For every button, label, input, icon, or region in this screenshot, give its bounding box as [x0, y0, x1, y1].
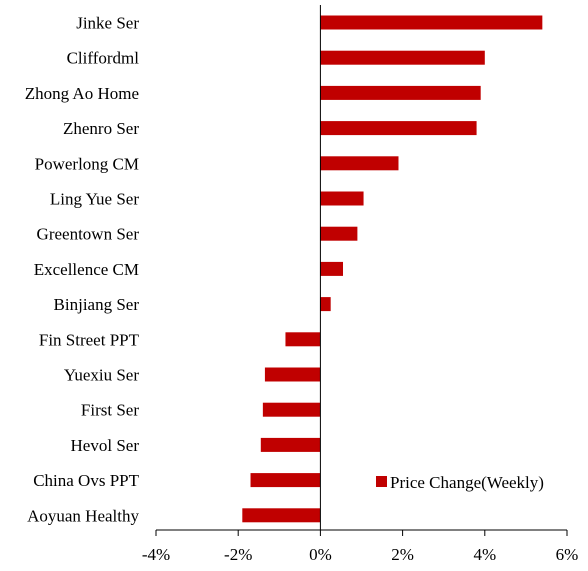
bar — [320, 15, 543, 30]
category-label: Zhenro Ser — [63, 119, 139, 138]
bar — [264, 367, 321, 382]
legend: Price Change(Weekly) — [376, 473, 544, 492]
category-label: China Ovs PPT — [33, 471, 139, 490]
bars-group — [242, 15, 543, 523]
bar — [320, 50, 485, 65]
category-label: Yuexiu Ser — [64, 366, 139, 385]
category-label: Jinke Ser — [76, 14, 139, 33]
bar — [320, 85, 481, 100]
bar — [320, 121, 477, 136]
category-label: Fin Street PPT — [39, 330, 140, 349]
bar — [320, 226, 358, 241]
x-tick-label: -2% — [224, 545, 252, 564]
category-label: Binjiang Ser — [54, 295, 140, 314]
category-label: Ling Yue Ser — [50, 190, 139, 209]
category-label: Cliffordml — [67, 49, 140, 68]
x-tick-labels: -4% -2% 0% 2% 4% 6% — [142, 545, 579, 564]
category-label: Excellence CM — [34, 260, 139, 279]
x-tick-label: -4% — [142, 545, 170, 564]
category-labels: Jinke Ser Cliffordml Zhong Ao Home Zhenro S… — [25, 14, 140, 526]
bar — [320, 297, 331, 312]
bar — [320, 156, 399, 171]
legend-swatch — [376, 476, 387, 487]
category-label: Greentown Ser — [37, 225, 140, 244]
legend-label: Price Change(Weekly) — [390, 473, 544, 492]
bar — [285, 332, 321, 347]
x-tick-label: 4% — [473, 545, 496, 564]
category-label: First Ser — [81, 401, 139, 420]
category-label: Aoyuan Healthy — [27, 506, 139, 525]
x-tick-label: 2% — [391, 545, 414, 564]
bar — [250, 473, 321, 488]
bar — [260, 437, 321, 452]
bar — [320, 261, 344, 276]
category-label: Hevol Ser — [71, 436, 140, 455]
x-tick-label: 0% — [309, 545, 332, 564]
category-label: Zhong Ao Home — [25, 84, 139, 103]
category-label: Powerlong CM — [35, 154, 139, 173]
bar — [262, 402, 321, 417]
x-tick-label: 6% — [556, 545, 579, 564]
axes-group — [155, 5, 568, 536]
bar — [242, 508, 321, 523]
bar — [320, 191, 364, 206]
